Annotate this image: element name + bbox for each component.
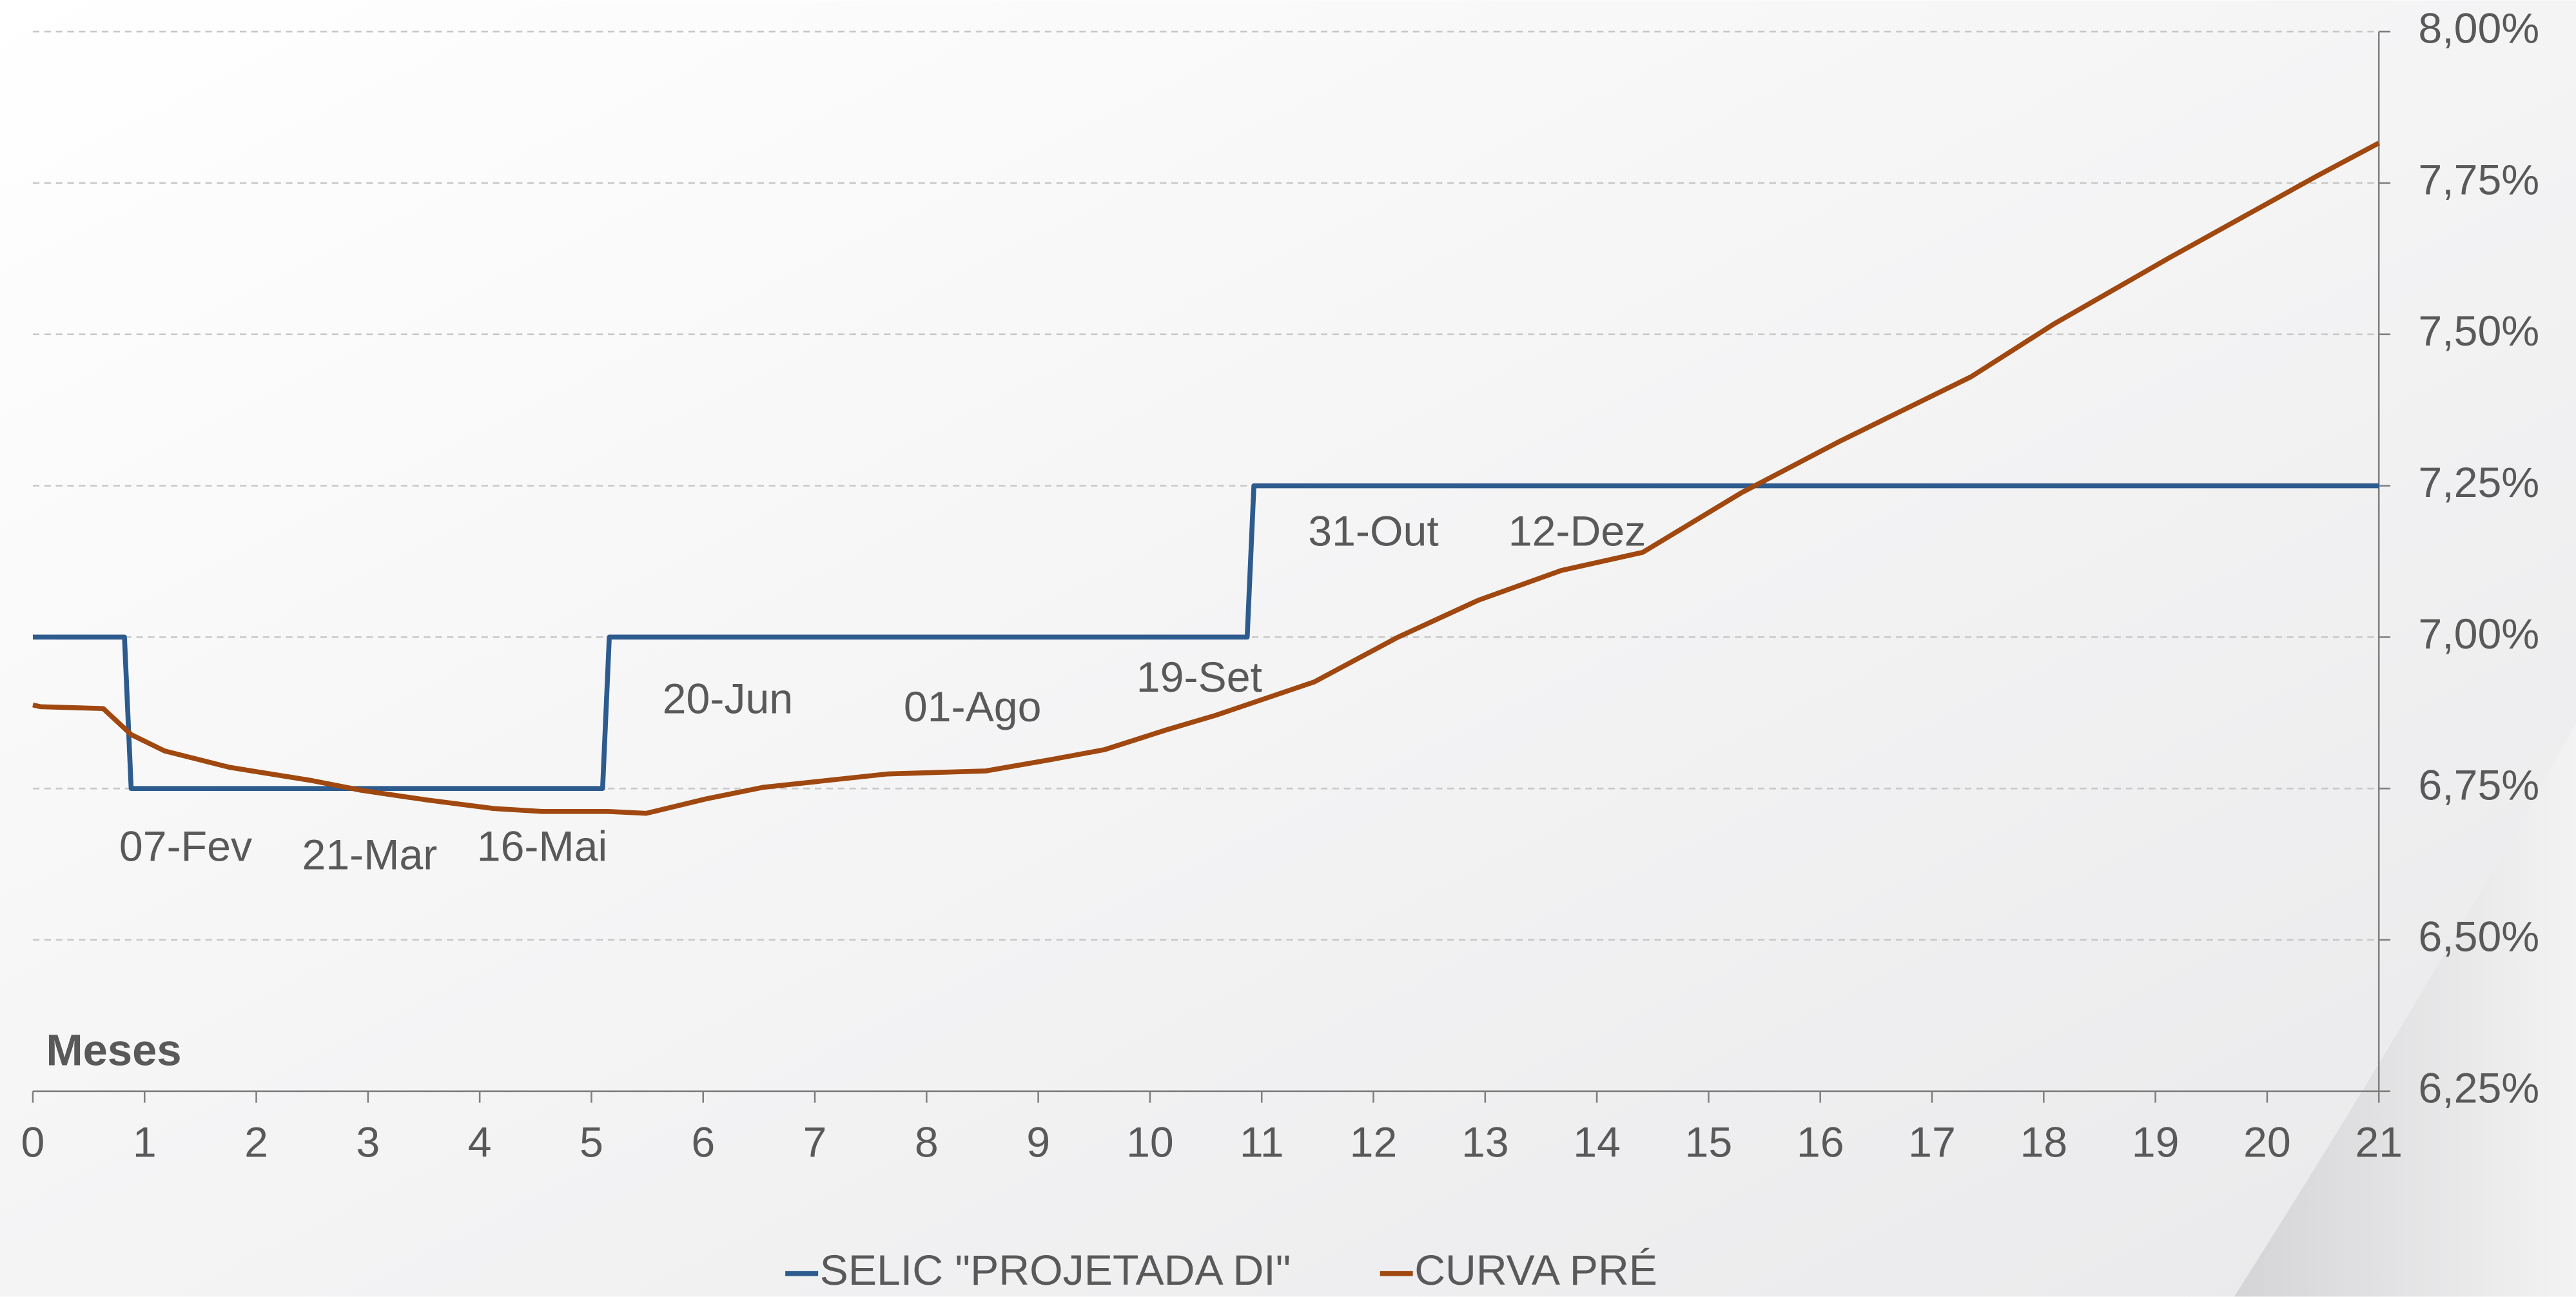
legend-label: SELIC "PROJETADA DI" [820,1247,1291,1294]
y-tick-label: 8,00% [2418,5,2539,53]
annotation: 31-Out [1308,507,1439,555]
annotation: 19-Set [1137,654,1262,701]
y-tick-label: 7,00% [2418,610,2539,658]
x-tick-label: 12 [1350,1118,1398,1166]
decoration [2234,723,2576,1297]
y-tick-label: 6,75% [2418,762,2539,810]
annotation: 16-Mai [477,823,608,871]
x-tick-label: 6 [691,1118,715,1166]
y-tick-label: 6,50% [2418,913,2539,961]
x-tick-label: 8 [915,1118,939,1166]
x-tick-label: 11 [1240,1118,1284,1166]
x-axis-label: Meses [46,1025,181,1075]
y-tick-label: 7,50% [2418,307,2539,355]
x-tick-label: 17 [1908,1118,1956,1166]
x-tick-label: 19 [2132,1118,2180,1166]
annotation: 01-Ago [904,683,1042,731]
series-line [32,141,2380,816]
x-tick-label: 3 [356,1118,380,1166]
annotation: 20-Jun [663,675,794,723]
x-tick-label: 14 [1573,1118,1621,1166]
series-line [32,483,2379,791]
annotation: 12-Dez [1508,507,1646,555]
x-tick-label: 4 [468,1118,492,1166]
annotation: 21-Mar [302,831,437,879]
x-tick-label: 20 [2243,1118,2291,1166]
x-tick-label: 10 [1126,1118,1174,1166]
x-tick-label: 2 [244,1118,268,1166]
annotation: 07-Fev [119,823,252,871]
x-tick-label: 21 [2355,1118,2403,1166]
x-tick-label: 16 [1797,1118,1844,1166]
y-tick-label: 7,25% [2418,459,2539,507]
x-tick-label: 1 [133,1118,157,1166]
y-tick-label: 7,75% [2418,156,2539,204]
x-tick-label: 0 [21,1118,45,1166]
x-tick-label: 9 [1026,1118,1050,1166]
x-tick-label: 5 [580,1118,603,1166]
legend-label: CURVA PRÉ [1414,1247,1657,1294]
x-tick-label: 7 [803,1118,827,1166]
x-tick-label: 18 [2020,1118,2067,1166]
x-tick-label: 15 [1685,1118,1733,1166]
x-tick-label: 13 [1461,1118,1509,1166]
y-tick-label: 6,25% [2418,1064,2539,1112]
